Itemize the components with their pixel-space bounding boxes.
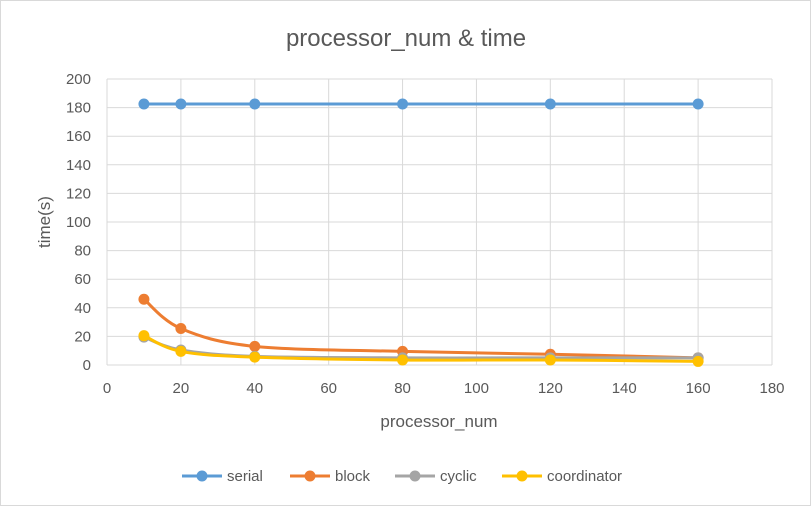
data-point-coordinator [138,330,150,342]
data-point-serial [138,98,150,110]
series-block [138,293,704,364]
series-serial [138,98,704,110]
y-tick-label: 160 [66,128,91,145]
y-tick-label: 60 [74,271,91,288]
data-point-block [175,323,187,335]
legend-swatch-marker [304,470,316,482]
series-coordinator [138,330,704,367]
y-tick-label: 180 [66,100,91,117]
legend-item-coordinator: coordinator [502,468,622,485]
data-point-serial [175,98,187,110]
legend-item-block: block [290,468,371,485]
legend-label: serial [227,468,263,485]
x-tick-label: 40 [246,380,263,397]
series-lines [138,98,704,367]
y-tick-label: 0 [83,357,91,374]
y-tick-label: 40 [74,300,91,317]
x-axis-title: processor_num [380,412,497,431]
legend-swatch-marker [196,470,208,482]
data-point-serial [544,98,556,110]
y-tick-label: 80 [74,243,91,260]
gridlines [106,78,773,366]
y-axis-title: time(s) [35,196,54,248]
x-tick-label: 160 [686,380,711,397]
legend: serial block cyclic coordinator [182,468,622,485]
x-tick-label: 140 [612,380,637,397]
tick-labels: 0 20 40 60 80 100 120 140 160 180 200 0 20 40 60 80 100 1… [66,71,785,397]
x-tick-label: 80 [394,380,411,397]
data-point-serial [397,98,409,110]
x-tick-label: 120 [538,380,563,397]
chart-title: processor_num & time [286,25,526,52]
x-tick-label: 0 [103,380,111,397]
data-point-coordinator [397,354,409,366]
data-point-serial [249,98,261,110]
x-tick-label: 100 [464,380,489,397]
y-tick-label: 200 [66,71,91,88]
legend-label: cyclic [440,468,477,485]
legend-item-cyclic: cyclic [395,468,477,485]
legend-label: block [335,468,371,485]
x-tick-label: 180 [759,380,784,397]
legend-label: coordinator [547,468,622,485]
y-tick-label: 100 [66,214,91,231]
data-point-coordinator [175,345,187,357]
legend-item-serial: serial [182,468,263,485]
y-tick-label: 20 [74,328,91,345]
y-tick-label: 120 [66,185,91,202]
y-tick-label: 140 [66,157,91,174]
data-point-serial [692,98,704,110]
x-tick-label: 60 [320,380,337,397]
data-point-coordinator [692,355,704,367]
legend-swatch-marker [409,470,421,482]
legend-swatch-marker [516,470,528,482]
data-point-coordinator [249,351,261,363]
data-point-coordinator [544,354,556,366]
data-point-block [249,340,261,352]
x-tick-label: 20 [173,380,190,397]
data-point-block [138,293,150,305]
